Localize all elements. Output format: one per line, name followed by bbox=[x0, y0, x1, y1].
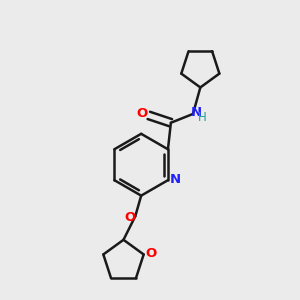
Text: H: H bbox=[198, 111, 207, 124]
Text: N: N bbox=[170, 173, 181, 186]
Text: O: O bbox=[124, 211, 136, 224]
Text: O: O bbox=[137, 107, 148, 120]
Text: N: N bbox=[191, 106, 202, 119]
Text: O: O bbox=[146, 248, 157, 260]
